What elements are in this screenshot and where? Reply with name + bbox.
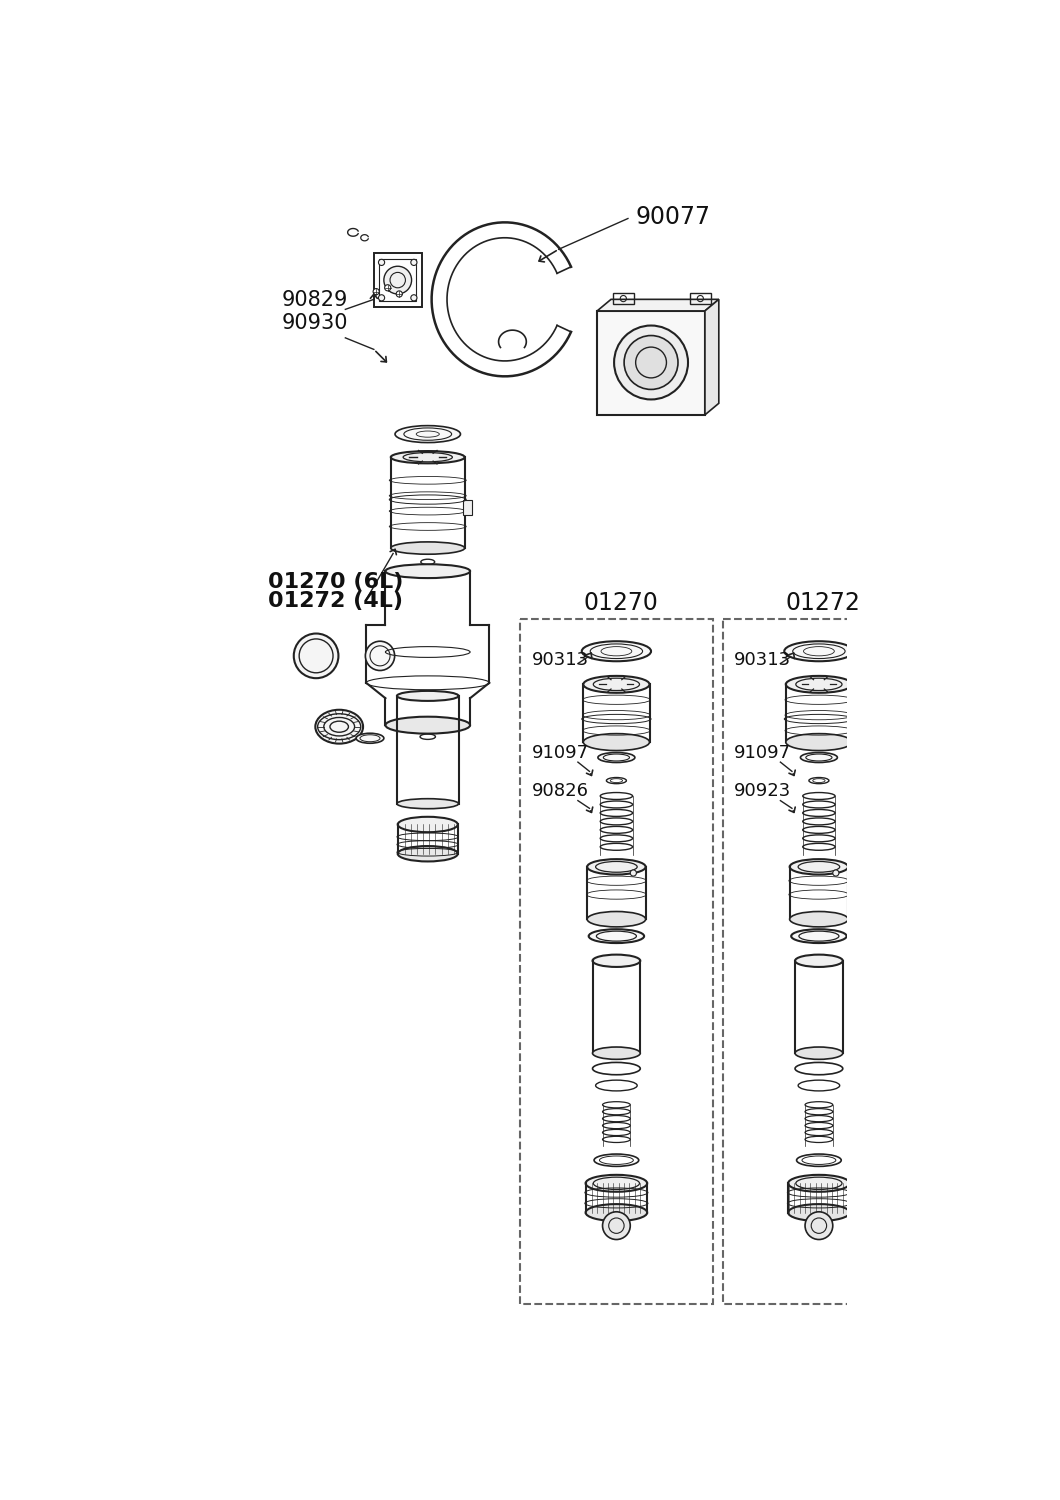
Ellipse shape bbox=[582, 640, 651, 662]
Bar bbox=[613, 292, 634, 304]
Circle shape bbox=[396, 291, 403, 297]
Text: 90313: 90313 bbox=[532, 651, 588, 669]
Circle shape bbox=[631, 870, 636, 876]
Text: 90829: 90829 bbox=[282, 290, 348, 309]
Ellipse shape bbox=[789, 1174, 850, 1192]
Ellipse shape bbox=[396, 692, 459, 700]
Ellipse shape bbox=[386, 717, 470, 734]
Ellipse shape bbox=[395, 426, 460, 442]
Text: 91097: 91097 bbox=[532, 744, 588, 762]
Ellipse shape bbox=[587, 859, 646, 874]
Text: 01272 (4L): 01272 (4L) bbox=[268, 591, 404, 612]
Circle shape bbox=[373, 288, 379, 294]
Ellipse shape bbox=[391, 542, 464, 554]
Text: 01270 (6L): 01270 (6L) bbox=[268, 572, 404, 592]
Circle shape bbox=[411, 260, 417, 266]
Ellipse shape bbox=[583, 676, 650, 693]
Circle shape bbox=[385, 285, 391, 291]
Circle shape bbox=[378, 294, 385, 302]
Ellipse shape bbox=[789, 1204, 850, 1221]
Circle shape bbox=[378, 260, 385, 266]
Text: 90313: 90313 bbox=[735, 651, 792, 669]
Polygon shape bbox=[705, 300, 719, 416]
Text: 90826: 90826 bbox=[532, 782, 588, 800]
Ellipse shape bbox=[356, 734, 384, 744]
Circle shape bbox=[411, 294, 417, 302]
Text: 01270: 01270 bbox=[583, 591, 658, 615]
Ellipse shape bbox=[585, 1204, 648, 1221]
Text: 90930: 90930 bbox=[282, 312, 348, 333]
Ellipse shape bbox=[366, 640, 394, 670]
Ellipse shape bbox=[398, 818, 458, 833]
Ellipse shape bbox=[593, 954, 640, 968]
Bar bbox=[374, 254, 422, 308]
Ellipse shape bbox=[587, 912, 646, 927]
Ellipse shape bbox=[598, 753, 635, 762]
Bar bbox=[723, 620, 915, 1304]
Circle shape bbox=[384, 266, 411, 294]
Ellipse shape bbox=[785, 676, 852, 693]
Ellipse shape bbox=[588, 928, 644, 944]
Ellipse shape bbox=[784, 640, 853, 662]
Circle shape bbox=[602, 1212, 631, 1239]
Ellipse shape bbox=[795, 1047, 843, 1059]
Ellipse shape bbox=[785, 734, 852, 750]
Ellipse shape bbox=[791, 928, 847, 944]
Text: 90077: 90077 bbox=[636, 206, 710, 230]
Ellipse shape bbox=[800, 753, 837, 762]
Circle shape bbox=[805, 1212, 833, 1239]
Text: 91097: 91097 bbox=[735, 744, 792, 762]
Ellipse shape bbox=[396, 798, 459, 808]
Ellipse shape bbox=[398, 846, 458, 861]
Bar bbox=[520, 620, 712, 1304]
Text: 90923: 90923 bbox=[735, 782, 792, 800]
Ellipse shape bbox=[391, 452, 464, 464]
Ellipse shape bbox=[790, 912, 848, 927]
Ellipse shape bbox=[315, 710, 364, 744]
Ellipse shape bbox=[386, 564, 470, 578]
Bar bbox=[597, 310, 705, 416]
Bar bbox=[690, 292, 711, 304]
Polygon shape bbox=[597, 300, 719, 310]
Bar bbox=[379, 260, 417, 302]
Ellipse shape bbox=[583, 734, 650, 750]
Text: 01272: 01272 bbox=[785, 591, 861, 615]
Ellipse shape bbox=[585, 1174, 648, 1192]
Circle shape bbox=[833, 870, 838, 876]
Bar bbox=[463, 500, 473, 514]
Circle shape bbox=[614, 326, 688, 399]
Ellipse shape bbox=[593, 1047, 640, 1059]
Ellipse shape bbox=[790, 859, 848, 874]
Ellipse shape bbox=[294, 633, 338, 678]
Circle shape bbox=[624, 336, 678, 390]
Ellipse shape bbox=[795, 954, 843, 968]
